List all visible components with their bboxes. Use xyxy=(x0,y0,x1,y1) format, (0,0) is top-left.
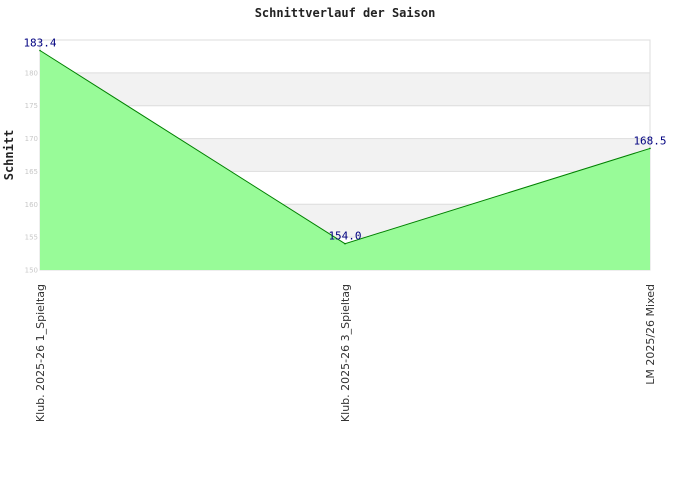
y-tick-label: 170 xyxy=(25,135,38,143)
data-label: 168.5 xyxy=(633,134,666,147)
y-axis-label: Schnitt xyxy=(2,130,16,181)
chart-title: Schnittverlauf der Saison xyxy=(255,6,436,20)
y-tick-label: 150 xyxy=(25,267,38,275)
y-tick-label: 160 xyxy=(25,201,38,209)
x-tick-label: Klub. 2025-26 3_Spieltag xyxy=(339,284,352,422)
plot-band xyxy=(40,72,650,106)
x-tick-label: Klub. 2025-26 1_Spieltag xyxy=(34,284,47,422)
plot-series xyxy=(39,49,651,271)
plot-band xyxy=(40,40,650,73)
y-axis-ticks: 150 155 160 165 170 175 180 xyxy=(25,69,38,274)
y-tick-label: 155 xyxy=(25,234,38,242)
data-point xyxy=(39,49,41,52)
y-tick-label: 165 xyxy=(25,168,38,176)
y-tick-label: 175 xyxy=(25,102,38,110)
data-label: 154.0 xyxy=(328,230,361,243)
x-tick-label: LM 2025/26 Mixed xyxy=(644,284,657,385)
series-area xyxy=(40,50,650,271)
y-tick-label: 180 xyxy=(25,69,38,77)
x-axis-ticks: Klub. 2025-26 1_Spieltag Klub. 2025-26 3_… xyxy=(34,284,657,422)
data-point xyxy=(649,147,651,150)
data-label: 183.4 xyxy=(23,37,56,50)
data-point xyxy=(344,242,346,245)
data-labels: 183.4 154.0 168.5 xyxy=(23,37,666,243)
